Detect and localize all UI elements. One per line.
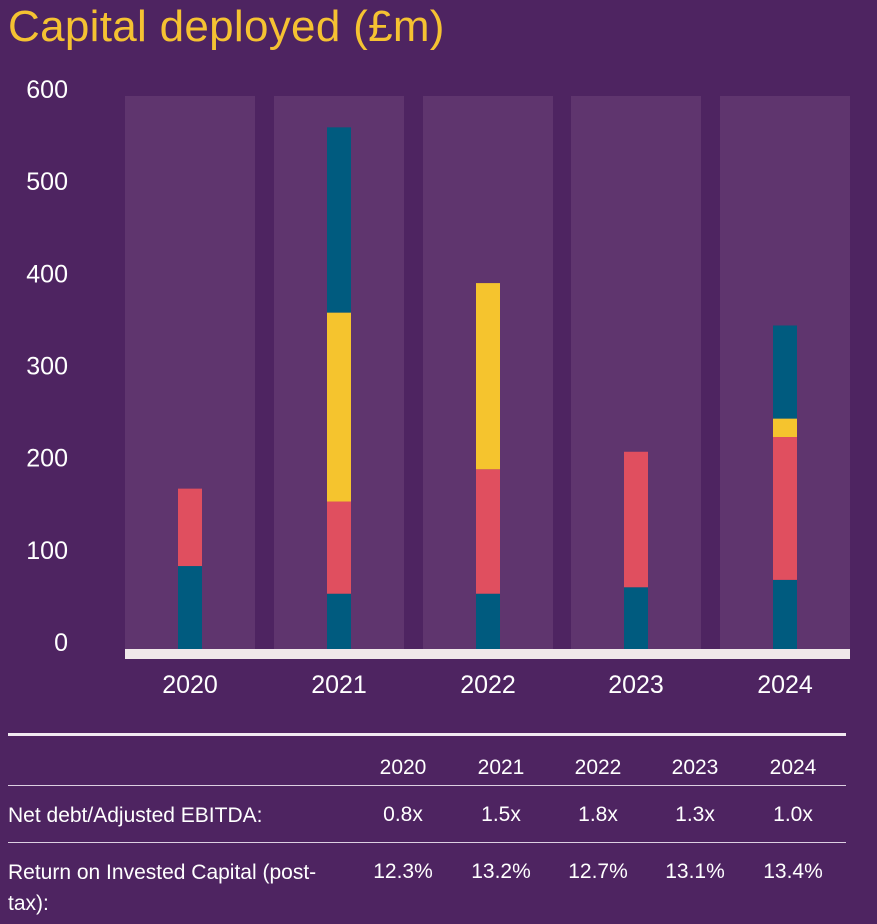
table-header-year-2024: 2024 <box>769 756 817 779</box>
net-debt-value-2023: 1.3x <box>675 803 715 826</box>
table-top-rule <box>8 733 846 736</box>
bar-segment-2024-s3 <box>773 418 797 438</box>
bar-segment-2021-s2 <box>327 501 351 594</box>
bar-segment-2024-s1 <box>773 579 797 649</box>
y-tick-label-200: 200 <box>26 445 68 473</box>
y-tick-label-500: 500 <box>26 168 68 196</box>
baseline <box>125 649 850 659</box>
x-tick-label-2023: 2023 <box>608 671 664 699</box>
x-tick-label-2022: 2022 <box>460 671 516 699</box>
net-debt-value-2021: 1.5x <box>481 803 521 826</box>
bar-segment-2021-s4 <box>327 127 351 313</box>
roic-value-2022: 12.7% <box>568 860 628 883</box>
table-header-year-2021: 2021 <box>477 756 525 779</box>
bar-segment-2022-s1 <box>476 593 500 649</box>
table-rule-2 <box>8 842 846 843</box>
y-tick-label-600: 600 <box>26 76 68 104</box>
x-tick-label-2020: 2020 <box>162 671 218 699</box>
bar-segment-2021-s1 <box>327 593 351 649</box>
y-tick-label-100: 100 <box>26 537 68 565</box>
y-tick-label-0: 0 <box>54 629 68 657</box>
roic-value-2024: 13.4% <box>763 860 823 883</box>
table-header-year-2023: 2023 <box>671 756 719 779</box>
bar-segment-2022-s2 <box>476 469 500 594</box>
x-tick-label-2024: 2024 <box>757 671 813 699</box>
bar-segment-2022-s3 <box>476 283 500 470</box>
roic-value-2023: 13.1% <box>665 860 725 883</box>
row-label-net-debt: Net debt/Adjusted EBITDA: <box>8 804 263 827</box>
net-debt-value-2024: 1.0x <box>773 803 813 826</box>
row-label-roic: Return on Invested Capital (post-tax): <box>8 861 317 915</box>
table-header-year-2022: 2022 <box>574 756 622 779</box>
bar-segment-2023-s2 <box>624 451 648 588</box>
x-tick-label-2021: 2021 <box>311 671 367 699</box>
chart-title: Capital deployed (£m) <box>8 2 445 51</box>
roic-value-2021: 13.2% <box>471 860 531 883</box>
table-header-year-2020: 2020 <box>379 756 427 779</box>
bar-segment-2020-s1 <box>178 566 202 649</box>
x-axis-labels: 2020 2021 2022 2023 2024 <box>162 671 813 699</box>
stacked-bar-chart: 0 100 200 300 400 500 600 2020 2021 2022 2023 2024 <box>26 76 850 699</box>
net-debt-value-2020: 0.8x <box>383 803 423 826</box>
y-tick-label-300: 300 <box>26 353 68 381</box>
y-tick-label-400: 400 <box>26 260 68 288</box>
bar-segment-2024-s4 <box>773 325 797 419</box>
bar-segment-2021-s3 <box>327 312 351 502</box>
roic-value-2020: 12.3% <box>373 860 433 883</box>
table-rule-1 <box>8 785 846 786</box>
bars <box>178 127 797 649</box>
bar-segment-2024-s2 <box>773 437 797 580</box>
bar-segment-2023-s1 <box>624 587 648 649</box>
bar-segment-2020-s2 <box>178 488 202 567</box>
y-axis-ticks: 0 100 200 300 400 500 600 <box>26 76 68 657</box>
net-debt-value-2022: 1.8x <box>578 803 618 826</box>
